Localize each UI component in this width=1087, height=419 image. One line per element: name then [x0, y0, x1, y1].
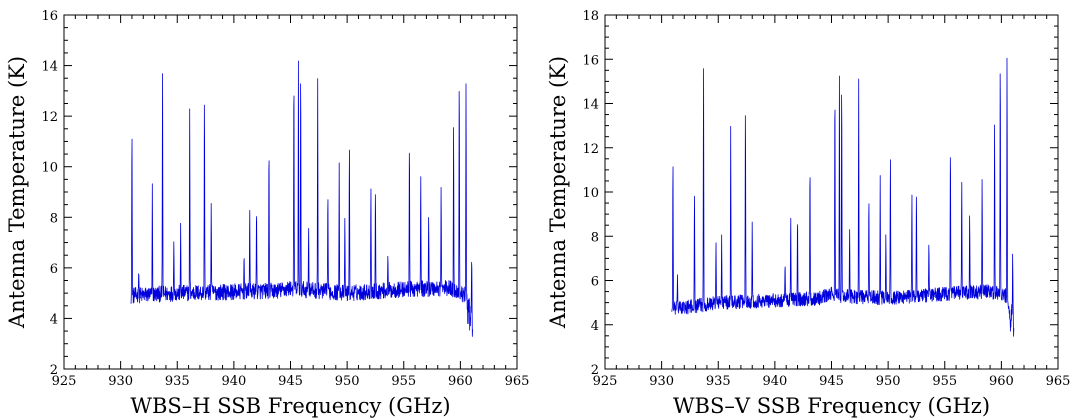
wbs-v-spectrum-panel: 925 930 935 940 945 950 955 960 965 2 4 6 8 10 12 14 16 1… — [546, 9, 1070, 418]
wbs-v-spectrum-line — [671, 57, 1015, 337]
wbs-h-x-tick-label: 965 — [505, 374, 530, 389]
wbs-v-y-tick-label: 12 — [582, 142, 599, 157]
wbs-h-spectrum-panel: 925 930 935 940 945 950 955 960 965 2 4 6 8 10 12 14 16 W… — [5, 9, 529, 418]
wbs-h-y-tick-label: 2 — [50, 363, 58, 378]
wbs-v-x-tick-label: 965 — [1046, 374, 1071, 389]
wbs-v-y-tick-label: 2 — [591, 363, 599, 378]
wbs-h-x-tick-label: 960 — [448, 374, 473, 389]
wbs-h-x-tick-label: 930 — [108, 374, 133, 389]
wbs-v-y-tick-label: 16 — [582, 53, 599, 68]
wbs-v-y-tick-label: 10 — [582, 186, 599, 201]
wbs-h-y-tick-label: 14 — [41, 60, 58, 75]
wbs-h-x-tick-label: 940 — [221, 374, 246, 389]
wbs-h-plot-frame — [63, 14, 518, 370]
wbs-v-y-tick-label: 14 — [582, 98, 599, 113]
wbs-h-x-tick-label: 925 — [52, 374, 77, 389]
wbs-v-plot-frame — [604, 14, 1059, 370]
wbs-v-y-tick-label: 6 — [591, 275, 599, 290]
wbs-h-x-tick-label: 950 — [335, 374, 360, 389]
wbs-h-y-tick-label: 8 — [50, 211, 58, 226]
wbs-v-x-tick-label: 945 — [819, 374, 844, 389]
wbs-v-x-tick-label: 950 — [876, 374, 901, 389]
wbs-h-spectrum-line — [130, 60, 473, 337]
wbs-h-y-tick-label: 16 — [41, 9, 58, 24]
wbs-h-x-tick-label: 935 — [165, 374, 190, 389]
wbs-h-x-axis-title: WBS–H SSB Frequency (GHz) — [130, 394, 450, 418]
wbs-v-x-tick-label: 960 — [989, 374, 1014, 389]
wbs-h-x-tick-label: 955 — [391, 374, 416, 389]
wbs-h-y-tick-label: 6 — [50, 262, 58, 277]
wbs-v-x-tick-label: 955 — [932, 374, 957, 389]
wbs-v-x-tick-label: 930 — [649, 374, 674, 389]
wbs-h-y-axis-title: Antenna Temperature (K) — [5, 56, 29, 329]
wbs-v-y-tick-label: 8 — [591, 230, 599, 245]
wbs-v-y-tick-label: 4 — [591, 319, 599, 334]
wbs-v-x-axis-title: WBS–V SSB Frequency (GHz) — [673, 394, 990, 418]
wbs-h-x-tick-label: 945 — [278, 374, 303, 389]
wbs-v-x-tick-label: 940 — [762, 374, 787, 389]
wbs-v-x-tick-label: 925 — [593, 374, 618, 389]
wbs-v-y-tick-label: 18 — [582, 9, 599, 24]
wbs-v-x-tick-label: 935 — [706, 374, 731, 389]
wbs-h-y-tick-label: 4 — [50, 312, 58, 327]
wbs-h-y-tick-label: 12 — [41, 110, 58, 125]
wbs-h-y-tick-label: 10 — [41, 161, 58, 176]
wbs-v-y-axis-title: Antenna Temperature (K) — [546, 56, 570, 329]
